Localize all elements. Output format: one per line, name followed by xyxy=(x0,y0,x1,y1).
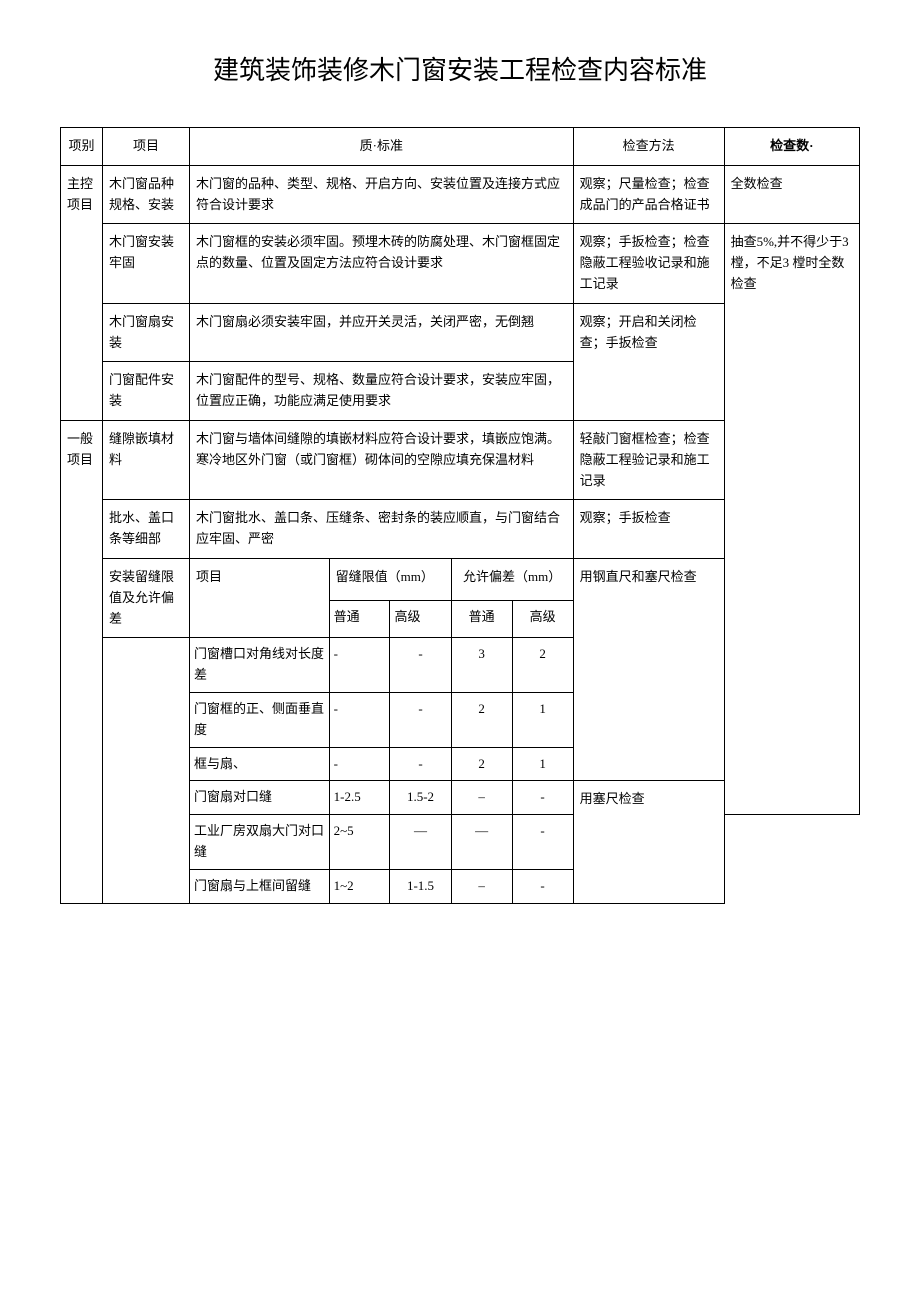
tolerance-proj: 框与扇、 xyxy=(189,747,329,781)
tolerance-val: 1 xyxy=(512,747,573,781)
tolerance-val: — xyxy=(451,815,512,870)
tolerance-val: 2~5 xyxy=(329,815,390,870)
sub-header-cell: 允许偏差（mm） xyxy=(451,558,573,600)
page-title: 建筑装饰装修木门窗安装工程检查内容标准 xyxy=(60,50,860,87)
method-cell: 观察；尺量检查；检查成品门的产品合格证书 xyxy=(573,165,724,224)
qty-cell: 抽查5%,并不得少于3 樘，不足3 樘时全数检查 xyxy=(724,224,859,815)
tolerance-val: - xyxy=(329,747,390,781)
tolerance-val: 1~2 xyxy=(329,869,390,903)
tolerance-val: 2 xyxy=(451,747,512,781)
header-item: 项目 xyxy=(103,128,190,166)
item-cell: 缝隙嵌填材料 xyxy=(103,420,190,499)
standard-cell: 木门窗批水、盖口条、压缝条、密封条的装应顺直，与门窗结合应牢固、严密 xyxy=(189,500,573,559)
item-cell: 木门窗品种规格、安装 xyxy=(103,165,190,224)
tolerance-val: - xyxy=(512,869,573,903)
item-cell: 安装留缝限值及允许偏差 xyxy=(103,558,190,637)
tolerance-val: - xyxy=(512,781,573,815)
tolerance-val: 2 xyxy=(512,638,573,693)
tolerance-val: - xyxy=(390,692,451,747)
sub-header-cell: 高级 xyxy=(512,600,573,637)
standard-cell: 木门窗的品种、类型、规格、开启方向、安装位置及连接方式应符合设计要求 xyxy=(189,165,573,224)
tolerance-val: 2 xyxy=(451,692,512,747)
category-cell: 一般项目 xyxy=(61,420,103,903)
method-cell: 观察；开启和关闭检查；手扳检查 xyxy=(573,303,724,420)
sub-header-cell: 留缝限值（mm） xyxy=(329,558,451,600)
method-cell: 用钢直尺和塞尺检查 xyxy=(573,558,724,780)
standard-cell: 木门窗框的安装必须牢固。预埋木砖的防腐处理、木门窗框固定点的数量、位置及固定方法… xyxy=(189,224,573,303)
tolerance-val: 1 xyxy=(512,692,573,747)
tolerance-val: 3 xyxy=(451,638,512,693)
method-cell: 观察；手扳检查 xyxy=(573,500,724,559)
tolerance-proj: 门窗框的正、侧面垂直度 xyxy=(189,692,329,747)
sub-header-cell: 项目 xyxy=(189,558,329,637)
tolerance-val: 1-1.5 xyxy=(390,869,451,903)
tolerance-val: – xyxy=(451,781,512,815)
tolerance-val: - xyxy=(512,815,573,870)
category-cell: 主控项目 xyxy=(61,165,103,420)
item-cell: 门窗配件安装 xyxy=(103,362,190,421)
tolerance-val: – xyxy=(451,869,512,903)
table-row: 木门窗安装牢固 木门窗框的安装必须牢固。预埋木砖的防腐处理、木门窗框固定点的数量… xyxy=(61,224,860,303)
method-cell: 观察；手扳检查；检查隐蔽工程验收记录和施工记录 xyxy=(573,224,724,303)
tolerance-val: - xyxy=(390,747,451,781)
tolerance-val: 1.5-2 xyxy=(390,781,451,815)
item-cell: 批水、盖口条等细部 xyxy=(103,500,190,559)
tolerance-proj: 门窗扇与上框间留缝 xyxy=(189,869,329,903)
header-method: 检查方法 xyxy=(573,128,724,166)
header-category: 项别 xyxy=(61,128,103,166)
standard-cell: 木门窗配件的型号、规格、数量应符合设计要求，安装应牢固，位置应正确，功能应满足使… xyxy=(189,362,573,421)
table-row: 主控项目 木门窗品种规格、安装 木门窗的品种、类型、规格、开启方向、安装位置及连… xyxy=(61,165,860,224)
standard-cell: 木门窗与墙体间缝隙的填嵌材料应符合设计要求，填嵌应饱满。寒冷地区外门窗（或门窗框… xyxy=(189,420,573,499)
tolerance-proj: 门窗扇对口缝 xyxy=(189,781,329,815)
table-header-row: 项别 项目 质·标准 检查方法 检查数· xyxy=(61,128,860,166)
item-cell-empty xyxy=(103,638,190,903)
item-cell: 木门窗安装牢固 xyxy=(103,224,190,303)
standards-table: 项别 项目 质·标准 检查方法 检查数· 主控项目 木门窗品种规格、安装 木门窗… xyxy=(60,127,860,904)
method-cell: 用塞尺检查 xyxy=(573,781,724,903)
tolerance-val: — xyxy=(390,815,451,870)
method-cell: 轻敲门窗框检查；检查隐蔽工程验记录和施工记录 xyxy=(573,420,724,499)
tolerance-proj: 门窗槽口对角线对长度差 xyxy=(189,638,329,693)
tolerance-val: - xyxy=(390,638,451,693)
tolerance-proj: 工业厂房双扇大门对口缝 xyxy=(189,815,329,870)
standard-cell: 木门窗扇必须安装牢固，并应开关灵活，关闭严密，无倒翘 xyxy=(189,303,573,362)
sub-header-cell: 普通 xyxy=(329,600,390,637)
qty-cell: 全数检查 xyxy=(724,165,859,224)
item-cell: 木门窗扇安装 xyxy=(103,303,190,362)
header-standard: 质·标准 xyxy=(189,128,573,166)
tolerance-val: - xyxy=(329,692,390,747)
tolerance-val: 1-2.5 xyxy=(329,781,390,815)
sub-header-cell: 普通 xyxy=(451,600,512,637)
tolerance-val: - xyxy=(329,638,390,693)
sub-header-cell: 高级 xyxy=(390,600,451,637)
header-qty: 检查数· xyxy=(724,128,859,166)
